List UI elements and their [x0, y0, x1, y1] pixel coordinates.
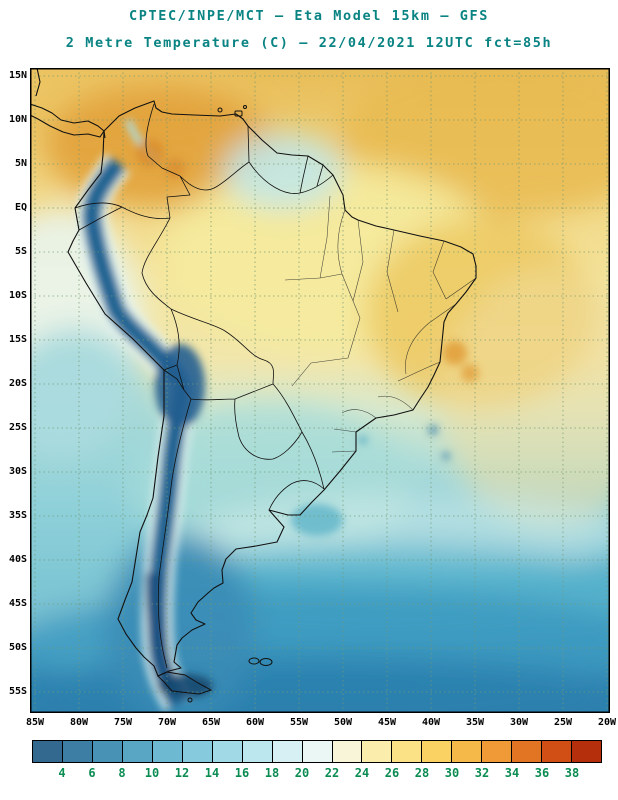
map-title: CPTEC/INPE/MCT — Eta Model 15km — GFS — [129, 8, 489, 24]
falkland-east-island — [259, 658, 273, 666]
lon-label: 30W — [509, 717, 529, 728]
colorbar-segment — [92, 741, 123, 762]
tobago-island — [243, 105, 247, 109]
lat-label: 25S — [8, 422, 27, 433]
temperature-field — [30, 68, 610, 713]
brazil-state-lines — [284, 195, 477, 453]
lon-label: 85W — [25, 717, 45, 728]
colorbar-label: 20 — [294, 766, 310, 780]
country-borders — [30, 68, 477, 703]
colorbar-label: 32 — [474, 766, 490, 780]
colorbar-segment — [452, 741, 483, 762]
colorbar-segment — [152, 741, 183, 762]
colorbar-segment — [122, 741, 153, 762]
colorbar-segment — [302, 741, 333, 762]
colorbar-label: 6 — [88, 766, 96, 780]
lon-label: 70W — [157, 717, 177, 728]
colorbar-segment — [212, 741, 243, 762]
colorbar-label: 34 — [504, 766, 520, 780]
margarita-island — [217, 107, 223, 113]
colorbar-segment — [242, 741, 273, 762]
country-border-lines — [74, 103, 334, 669]
lon-label: 80W — [69, 717, 89, 728]
colorbar-segment — [482, 741, 513, 762]
colorbar-segment — [422, 741, 453, 762]
lon-label: 65W — [201, 717, 221, 728]
colorbar-label: 16 — [234, 766, 250, 780]
central-america-coastline — [30, 68, 106, 139]
cape-horn-island — [187, 697, 193, 703]
lat-label: 30S — [8, 466, 27, 477]
lat-label: 40S — [8, 554, 27, 565]
colorbar-label: 4 — [58, 766, 66, 780]
map-canvas — [30, 68, 610, 713]
colorbar-label: 38 — [564, 766, 580, 780]
colorbar-segment — [33, 741, 63, 762]
lat-label: 10S — [8, 290, 27, 301]
colorbar-segment — [392, 741, 423, 762]
falkland-west-island — [248, 657, 260, 665]
lon-label: 35W — [465, 717, 485, 728]
colorbar-label: 8 — [118, 766, 126, 780]
lat-label: 45S — [8, 598, 27, 609]
colorbar-segment — [332, 741, 363, 762]
colorbar-segment — [512, 741, 543, 762]
lon-label: 55W — [289, 717, 309, 728]
lat-label: 55S — [8, 686, 27, 697]
lon-label: 40W — [421, 717, 441, 728]
lat-label: 5N — [14, 158, 27, 169]
colorbar-label: 12 — [174, 766, 190, 780]
lat-label: 20S — [8, 378, 27, 389]
lat-label: EQ — [14, 202, 27, 213]
lat-label: 50S — [8, 642, 27, 653]
lon-label: 45W — [377, 717, 397, 728]
map-frame — [30, 68, 610, 713]
lat-label: 15N — [8, 70, 27, 81]
lat-label: 15S — [8, 334, 27, 345]
colorbar-segment — [572, 741, 602, 762]
lat-label: 5S — [14, 246, 27, 257]
colorbar-segment — [542, 741, 573, 762]
temperature-map: 15N 10N 5N EQ 5S 10S 15S 20S 25S 30S 35S 40S 45S 50S 5… — [0, 68, 618, 748]
colorbar-segment — [182, 741, 213, 762]
colorbar — [32, 740, 602, 763]
tierra-del-fuego-outline — [157, 671, 213, 695]
lat-label: 35S — [8, 510, 27, 521]
colorbar-label: 10 — [144, 766, 160, 780]
lon-label: 75W — [113, 717, 133, 728]
lon-label: 20W — [597, 717, 617, 728]
colorbar-label: 26 — [384, 766, 400, 780]
colorbar-label: 30 — [444, 766, 460, 780]
colorbar-label: 28 — [414, 766, 430, 780]
lat-label: 10N — [8, 114, 27, 125]
colorbar-label: 36 — [534, 766, 550, 780]
colorbar-scale: 4 6 8 10 12 14 16 18 20 22 24 26 28 30 32 34 36 38 — [32, 766, 602, 784]
colorbar-segment — [272, 741, 303, 762]
colorbar-segment — [362, 741, 393, 762]
colorbar-label: 18 — [264, 766, 280, 780]
colorbar-label: 14 — [204, 766, 220, 780]
trinidad-island — [234, 110, 243, 117]
lon-label: 50W — [333, 717, 353, 728]
colorbar-segment — [62, 741, 93, 762]
map-subtitle: 2 Metre Temperature (C) — 22/04/2021 12U… — [65, 35, 553, 51]
colorbar-label: 22 — [324, 766, 340, 780]
colorbar-label: 24 — [354, 766, 370, 780]
lon-label: 25W — [553, 717, 573, 728]
lon-label: 60W — [245, 717, 265, 728]
